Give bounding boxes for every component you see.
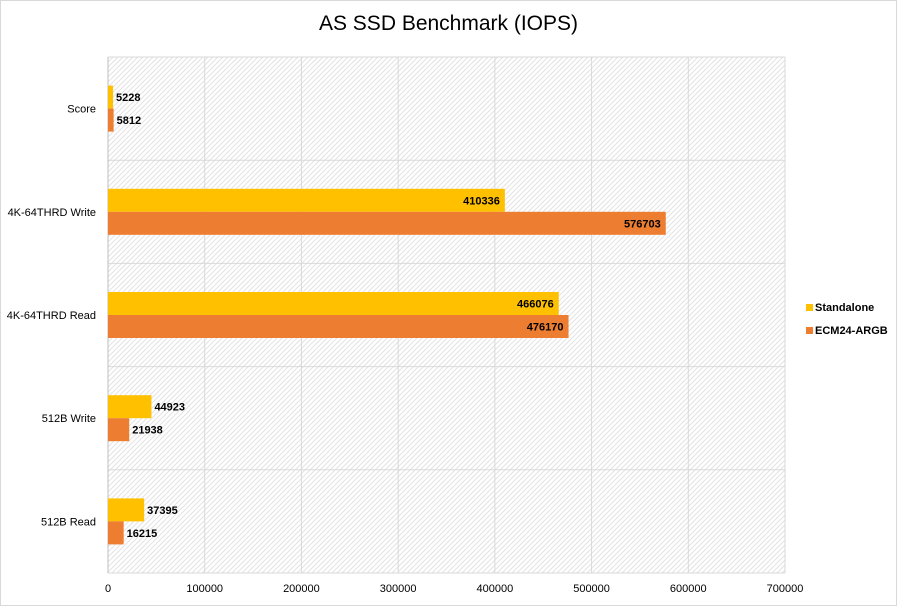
- legend: Standalone ECM24-ARGB: [806, 302, 888, 337]
- category-label: 512B Read: [41, 516, 96, 528]
- data-label: 5812: [117, 115, 141, 127]
- chart-title: AS SSD Benchmark (IOPS): [318, 12, 579, 35]
- data-label: 476170: [527, 322, 564, 334]
- category-label: 4K-64THRD Read: [7, 310, 96, 322]
- category-label: 512B Write: [42, 413, 96, 425]
- bar: [108, 108, 114, 132]
- legend-entry: ECM24-ARGB: [815, 325, 888, 337]
- legend-entry: Standalone: [815, 302, 874, 314]
- x-tick-label: 500000: [573, 583, 610, 595]
- bar: [108, 498, 145, 522]
- category-label: 4K-64THRD Write: [8, 207, 96, 219]
- data-label: 410336: [463, 195, 500, 207]
- bar: [108, 395, 152, 419]
- x-tick-label: 600000: [670, 583, 707, 595]
- bar: [108, 85, 114, 109]
- x-tick-label: 200000: [283, 583, 320, 595]
- data-label: 44923: [154, 402, 185, 414]
- bar: [108, 292, 559, 315]
- x-tick-label: 400000: [476, 583, 513, 595]
- x-tick-label: 100000: [186, 583, 223, 595]
- bar: [108, 521, 124, 545]
- bar: [108, 211, 666, 235]
- legend-swatch: [806, 304, 813, 311]
- category-label: Score: [67, 104, 96, 116]
- data-label: 5228: [116, 92, 140, 104]
- x-tick-label: 300000: [380, 583, 417, 595]
- bar: [108, 315, 569, 338]
- data-label: 466076: [517, 299, 554, 311]
- legend-swatch: [806, 327, 813, 334]
- x-tick-label: 0: [105, 583, 111, 595]
- x-tick-label: 700000: [767, 583, 804, 595]
- data-label: 21938: [132, 425, 163, 437]
- data-label: 576703: [624, 218, 661, 230]
- bar: [108, 418, 130, 442]
- data-label: 16215: [127, 528, 158, 540]
- bar: [108, 188, 505, 212]
- data-label: 37395: [147, 505, 178, 517]
